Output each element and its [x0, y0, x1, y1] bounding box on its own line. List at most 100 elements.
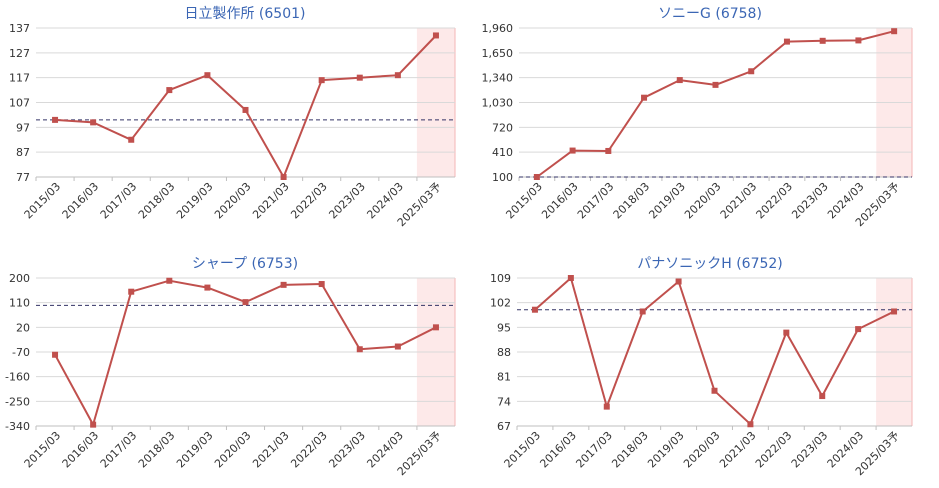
y-tick-label: 81: [497, 371, 511, 384]
x-tick-label: 2023/03: [789, 429, 831, 471]
y-tick-label: -70: [12, 346, 30, 359]
x-tick-label: 2018/03: [609, 429, 651, 471]
data-point: [676, 77, 683, 84]
data-point: [531, 306, 538, 313]
data-point: [432, 32, 439, 39]
x-tick-label: 2022/03: [288, 429, 330, 471]
chart-4: 10910295888174672015/032016/032017/03201…: [490, 256, 913, 478]
y-tick-label: 137: [9, 22, 30, 35]
x-tick-label: 2020/03: [682, 180, 724, 222]
data-point: [394, 72, 401, 79]
x-tick-label: 2017/03: [575, 180, 617, 222]
data-point: [318, 77, 325, 84]
data-point: [567, 275, 574, 281]
data-point: [712, 81, 719, 88]
data-point: [356, 74, 363, 81]
x-tick-label: 2017/03: [98, 429, 140, 471]
x-tick-label: 2020/03: [212, 429, 254, 471]
y-tick-label: 107: [9, 97, 30, 110]
x-tick-label: 2018/03: [611, 180, 653, 222]
data-point: [748, 68, 755, 75]
data-point: [603, 403, 610, 410]
y-tick-label: 67: [497, 420, 511, 433]
x-tick-label: 2017/03: [98, 180, 140, 222]
x-tick-label: 2016/03: [539, 180, 581, 222]
data-point: [52, 351, 59, 358]
y-tick-label: 1,340: [482, 72, 514, 85]
data-point: [280, 281, 287, 288]
x-tick-label: 2016/03: [60, 180, 102, 222]
data-point: [166, 87, 173, 94]
y-tick-label: 1,030: [482, 97, 514, 110]
data-point: [52, 116, 59, 123]
x-tick-label: 2018/03: [136, 180, 178, 222]
y-tick-label: 110: [9, 297, 30, 310]
data-point: [128, 136, 135, 143]
data-point: [819, 393, 826, 400]
data-point: [204, 284, 211, 291]
y-tick-label: 102: [490, 297, 511, 310]
x-tick-label: 2018/03: [136, 429, 178, 471]
x-tick-label: 2015/03: [22, 429, 64, 471]
data-point: [569, 147, 576, 154]
x-tick-label: 2019/03: [645, 429, 687, 471]
data-point: [711, 387, 718, 394]
y-tick-label: 88: [497, 346, 511, 359]
series-line: [54, 34, 437, 178]
x-tick-label: 2015/03: [503, 180, 545, 222]
data-point: [242, 106, 249, 113]
x-tick-label: 2022/03: [753, 429, 795, 471]
x-tick-label: 2019/03: [174, 429, 216, 471]
chart-title: シャープ (6753): [192, 256, 298, 272]
y-tick-label: 127: [9, 47, 30, 60]
x-tick-label: 2023/03: [326, 180, 368, 222]
x-tick-label: 2020/03: [212, 180, 254, 222]
y-tick-label: 97: [16, 121, 30, 134]
x-tick-label: 2021/03: [250, 180, 292, 222]
data-point: [675, 278, 682, 285]
data-point: [204, 72, 211, 79]
y-tick-label: 95: [497, 321, 511, 334]
data-point: [90, 119, 97, 126]
x-tick-label: 2015/03: [502, 429, 544, 471]
x-tick-label: 2023/03: [789, 180, 831, 222]
y-tick-label: 1,960: [482, 22, 514, 35]
y-tick-label: 77: [16, 171, 30, 184]
data-point: [639, 308, 646, 315]
data-point: [394, 343, 401, 350]
x-tick-label: 2016/03: [537, 429, 579, 471]
data-point: [891, 28, 898, 35]
x-tick-label: 2019/03: [174, 180, 216, 222]
x-tick-label: 2023/03: [326, 429, 368, 471]
data-point: [356, 346, 363, 353]
data-point: [280, 174, 287, 180]
chart-title: ソニーG (6758): [658, 6, 762, 22]
data-point: [318, 281, 325, 288]
data-point: [747, 421, 754, 428]
x-tick-label: 2021/03: [250, 429, 292, 471]
y-tick-label: 100: [492, 171, 513, 184]
series-line: [534, 277, 895, 426]
data-point: [855, 37, 862, 44]
x-tick-label: 2019/03: [646, 180, 688, 222]
data-point: [533, 174, 540, 180]
x-tick-label: 2020/03: [681, 429, 723, 471]
chart-2: 1,960 1,650 1,340 1,030 720 410 1002015/032016…: [482, 6, 913, 229]
data-point: [819, 37, 826, 44]
x-tick-label: 2021/03: [717, 429, 759, 471]
y-tick-label: 200: [9, 272, 30, 285]
chart-title: パナソニックH (6752): [637, 256, 783, 272]
x-tick-label: 2017/03: [573, 429, 615, 471]
chart-3: 20011020-70-160-250-3402015/032016/03201…: [5, 256, 456, 478]
x-tick-label: 2016/03: [60, 429, 102, 471]
chart-title: 日立製作所 (6501): [184, 6, 305, 22]
y-tick-label: 1,650: [482, 47, 514, 60]
x-tick-label: 2015/03: [22, 180, 64, 222]
data-point: [432, 324, 439, 331]
data-point: [891, 308, 898, 315]
data-point: [605, 147, 612, 154]
y-tick-label: 720: [492, 121, 513, 134]
data-point: [855, 326, 862, 333]
x-tick-label: 2022/03: [288, 180, 330, 222]
